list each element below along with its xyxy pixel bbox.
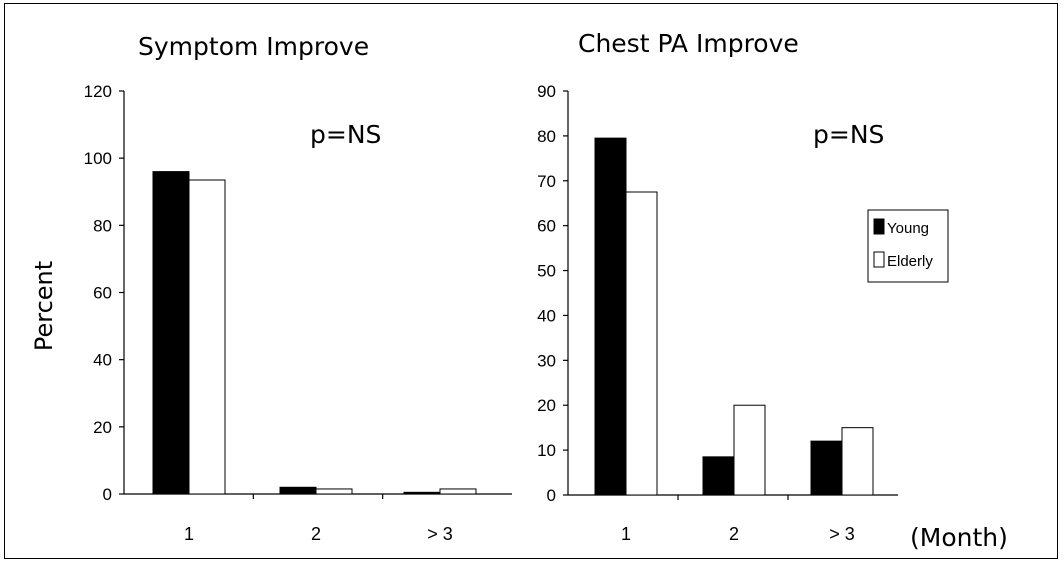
x-category-label: 2 [729,524,739,544]
bar-elderly-3 [841,427,874,496]
y-tick-label: 20 [537,396,556,415]
y-tick-label: 0 [547,486,556,505]
chart-symptom-improve: 0 20 40 60 80 100 120 1 2 > 3 [84,82,512,544]
legend-swatch-young [873,218,885,235]
y-tick-label: 120 [84,82,112,101]
bar-young-1 [152,171,190,495]
bar-elderly-2 [733,404,766,496]
y-tick-label: 70 [537,172,556,191]
y-tick-label: 10 [537,441,556,460]
chart-title-symptom: Symptom Improve [138,32,369,61]
y-tick-label: 30 [537,351,556,370]
annotation-pvalue-symptom: p=NS [310,120,381,149]
legend: Young Elderly [867,209,949,283]
y-tick-label: 40 [93,351,112,370]
y-axis-label: Percent [30,261,58,351]
y-tick-label: 80 [537,127,556,146]
y-tick-label: 20 [93,418,112,437]
bar-young-3 [810,440,843,496]
bar-elderly-1 [188,179,226,495]
x-category-label: > 3 [829,524,855,544]
y-tick-label: 100 [84,149,112,168]
legend-swatch-elderly [873,251,885,268]
legend-label-elderly: Elderly [887,253,933,270]
y-tick-label: 50 [537,262,556,281]
x-category-label: > 3 [427,524,453,544]
y-tick-label: 40 [537,306,556,325]
y-tick-label: 90 [537,82,556,101]
bar-young-2 [279,486,317,495]
y-tick-label: 80 [93,216,112,235]
chart-title-chestpa: Chest PA Improve [578,29,799,58]
bar-elderly-1 [625,191,658,496]
bar-young-3 [403,491,441,495]
chart-chest-pa-improve: 0 10 20 30 40 50 60 70 80 90 1 2 > 3 [537,82,898,544]
y-tick-label: 60 [93,284,112,303]
bar-elderly-2 [315,488,353,495]
y-tick-label: 0 [103,485,112,504]
x-unit-label: (Month) [910,523,1008,552]
x-category-label: 2 [311,524,321,544]
bar-young-1 [594,137,627,496]
bar-young-2 [702,456,735,496]
legend-label-young: Young [887,220,929,237]
annotation-pvalue-chestpa: p=NS [813,120,884,149]
x-category-label: 1 [621,524,631,544]
bar-elderly-3 [439,488,477,495]
x-category-label: 1 [184,524,194,544]
y-tick-label: 60 [537,217,556,236]
